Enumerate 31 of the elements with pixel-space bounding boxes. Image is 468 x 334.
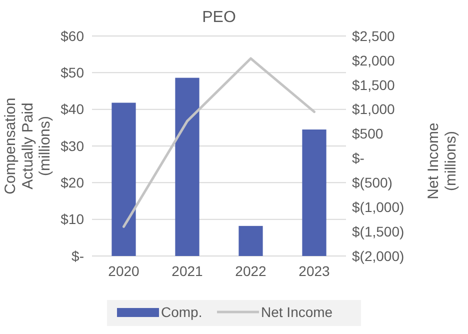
x-tick-label: 2022 [235, 263, 267, 279]
legend-label: Comp. [161, 304, 202, 320]
chart-title: PEO [202, 9, 236, 26]
y-tick-label: $30 [60, 138, 84, 154]
x-tick-label: 2020 [108, 263, 140, 279]
y-tick-label: $- [72, 248, 84, 264]
line-series [122, 57, 316, 228]
y-tick-label: $40 [60, 101, 84, 118]
y2-tick-label: $(1,000) [352, 199, 404, 216]
y2-axis-title: Net Income (millions) [425, 122, 460, 200]
x-tick-label: 2021 [172, 263, 204, 279]
y-axis-title: Compensation Actually Paid (millions) [2, 98, 54, 194]
y2-tick-label: $(2,000) [352, 248, 404, 264]
y2-tick-label: $- [352, 150, 365, 166]
y2-tick-label: $2,500 [352, 28, 396, 44]
y-tick-label: $50 [60, 64, 84, 81]
y2-tick-label: $500 [352, 126, 384, 142]
y2-tick-label: $1,000 [352, 101, 396, 118]
bar [112, 102, 136, 256]
y-tick-label: $60 [60, 28, 84, 44]
y2-tick-label: $(1,500) [352, 223, 404, 240]
legend-label: Net Income [261, 304, 333, 320]
bar [238, 226, 263, 256]
y2-tick-label: $1,500 [352, 76, 396, 93]
bar [302, 130, 326, 256]
y-tick-label: $10 [60, 211, 84, 228]
y-tick-label: $20 [60, 174, 84, 191]
x-tick-label: 2023 [298, 263, 330, 279]
bar [175, 78, 200, 256]
y2-tick-label: $2,000 [352, 52, 396, 68]
y2-tick-label: $(500) [352, 174, 392, 191]
